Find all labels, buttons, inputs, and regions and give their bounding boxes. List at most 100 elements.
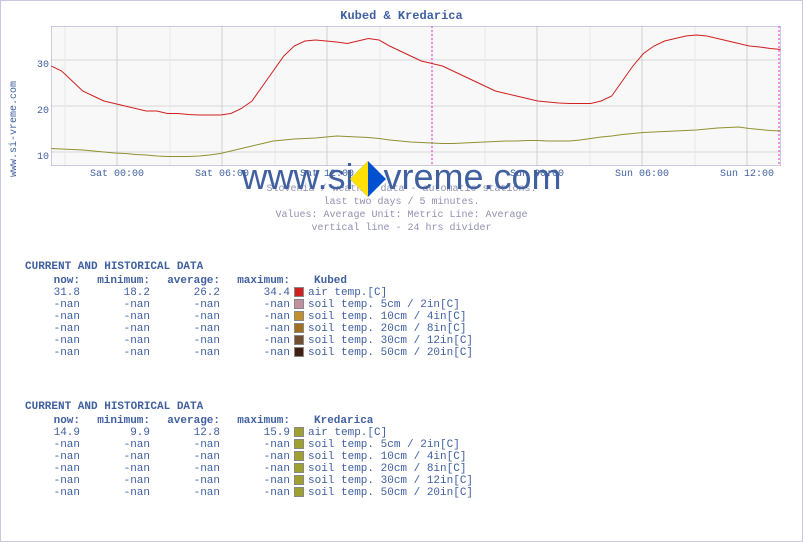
x-tick: Sat 00:00: [90, 169, 144, 180]
cell-avg: -nan: [150, 323, 220, 335]
y-tick: 10: [37, 152, 49, 163]
legend-swatch: [294, 287, 304, 297]
table-header: CURRENT AND HISTORICAL DATA: [25, 261, 473, 273]
table-row: -nan-nan-nan-nansoil temp. 30cm / 12in[C…: [25, 475, 473, 487]
cell-min: -nan: [80, 323, 150, 335]
footer-line-1: Slovenia / weather data - automatic stat…: [1, 184, 802, 195]
cell-max: -nan: [220, 439, 290, 451]
col-now: now:: [25, 275, 80, 287]
row-label: soil temp. 20cm / 8in[C]: [308, 323, 466, 335]
cell-now: -nan: [25, 451, 80, 463]
chart-ylabel: www.si-vreme.com: [9, 81, 20, 177]
cell-avg: -nan: [150, 299, 220, 311]
row-label: soil temp. 5cm / 2in[C]: [308, 439, 460, 451]
col-avg: average:: [150, 415, 220, 427]
cell-min: -nan: [80, 475, 150, 487]
cell-max: -nan: [220, 323, 290, 335]
legend-swatch: [294, 439, 304, 449]
x-tick: Sun 06:00: [615, 169, 669, 180]
legend-swatch: [294, 311, 304, 321]
table-row: -nan-nan-nan-nansoil temp. 5cm / 2in[C]: [25, 439, 473, 451]
cell-min: 9.9: [80, 427, 150, 439]
cell-min: 18.2: [80, 287, 150, 299]
legend-swatch: [294, 463, 304, 473]
col-location: Kubed: [314, 275, 347, 287]
cell-max: -nan: [220, 451, 290, 463]
row-label: soil temp. 30cm / 12in[C]: [308, 475, 473, 487]
cell-now: -nan: [25, 487, 80, 499]
y-axis: 102030: [31, 26, 51, 166]
table-column-row: now:minimum:average:maximum:Kredarica: [25, 415, 473, 427]
cell-min: -nan: [80, 439, 150, 451]
cell-now: 31.8: [25, 287, 80, 299]
row-label: soil temp. 10cm / 4in[C]: [308, 451, 466, 463]
cell-now: -nan: [25, 323, 80, 335]
legend-swatch: [294, 475, 304, 485]
x-tick: Sat 12:00: [300, 169, 354, 180]
cell-max: -nan: [220, 463, 290, 475]
row-label: soil temp. 30cm / 12in[C]: [308, 335, 473, 347]
cell-min: -nan: [80, 347, 150, 359]
table-column-row: now:minimum:average:maximum: Kubed: [25, 275, 473, 287]
row-label: soil temp. 20cm / 8in[C]: [308, 463, 466, 475]
table-header: CURRENT AND HISTORICAL DATA: [25, 401, 473, 413]
cell-max: -nan: [220, 335, 290, 347]
row-label: soil temp. 5cm / 2in[C]: [308, 299, 460, 311]
cell-now: -nan: [25, 475, 80, 487]
cell-avg: -nan: [150, 347, 220, 359]
cell-avg: 26.2: [150, 287, 220, 299]
cell-min: -nan: [80, 311, 150, 323]
row-label: soil temp. 50cm / 20in[C]: [308, 347, 473, 359]
cell-avg: -nan: [150, 463, 220, 475]
legend-swatch: [294, 451, 304, 461]
legend-swatch: [294, 487, 304, 497]
cell-now: -nan: [25, 347, 80, 359]
table-row: 31.818.226.234.4air temp.[C]: [25, 287, 473, 299]
legend-swatch: [294, 299, 304, 309]
row-label: air temp.[C]: [308, 427, 387, 439]
cell-min: -nan: [80, 335, 150, 347]
legend-swatch: [294, 323, 304, 333]
cell-avg: -nan: [150, 335, 220, 347]
legend-swatch: [294, 347, 304, 357]
cell-avg: -nan: [150, 439, 220, 451]
cell-min: -nan: [80, 463, 150, 475]
legend-swatch: [294, 427, 304, 437]
chart-title: Kubed & Kredarica: [1, 9, 802, 23]
cell-now: -nan: [25, 335, 80, 347]
x-tick: Sat 06:00: [195, 169, 249, 180]
cell-now: -nan: [25, 463, 80, 475]
cell-max: -nan: [220, 311, 290, 323]
table-row: -nan-nan-nan-nansoil temp. 5cm / 2in[C]: [25, 299, 473, 311]
row-label: soil temp. 50cm / 20in[C]: [308, 487, 473, 499]
col-min: minimum:: [80, 275, 150, 287]
cell-now: 14.9: [25, 427, 80, 439]
footer-line-2: last two days / 5 minutes.: [1, 197, 802, 208]
col-max: maximum:: [220, 275, 290, 287]
cell-max: -nan: [220, 475, 290, 487]
cell-now: -nan: [25, 299, 80, 311]
legend-swatch: [294, 335, 304, 345]
chart-plot: [51, 26, 781, 166]
x-tick: Sun 00:00: [510, 169, 564, 180]
cell-max: -nan: [220, 347, 290, 359]
cell-avg: 12.8: [150, 427, 220, 439]
col-avg: average:: [150, 275, 220, 287]
row-label: soil temp. 10cm / 4in[C]: [308, 311, 466, 323]
table-row: -nan-nan-nan-nansoil temp. 10cm / 4in[C]: [25, 311, 473, 323]
cell-max: -nan: [220, 487, 290, 499]
cell-min: -nan: [80, 299, 150, 311]
footer-line-3: Values: Average Unit: Metric Line: Avera…: [1, 210, 802, 221]
cell-max: -nan: [220, 299, 290, 311]
table-row: -nan-nan-nan-nansoil temp. 20cm / 8in[C]: [25, 323, 473, 335]
table-row: -nan-nan-nan-nansoil temp. 10cm / 4in[C]: [25, 451, 473, 463]
table-row: -nan-nan-nan-nansoil temp. 30cm / 12in[C…: [25, 335, 473, 347]
table-row: 14.99.912.815.9air temp.[C]: [25, 427, 473, 439]
x-tick: Sun 12:00: [720, 169, 774, 180]
row-label: air temp.[C]: [308, 287, 387, 299]
y-tick: 30: [37, 60, 49, 71]
table-row: -nan-nan-nan-nansoil temp. 20cm / 8in[C]: [25, 463, 473, 475]
cell-avg: -nan: [150, 451, 220, 463]
data-table-kredarica: CURRENT AND HISTORICAL DATA now:minimum:a…: [25, 401, 473, 499]
footer-line-4: vertical line - 24 hrs divider: [1, 223, 802, 234]
